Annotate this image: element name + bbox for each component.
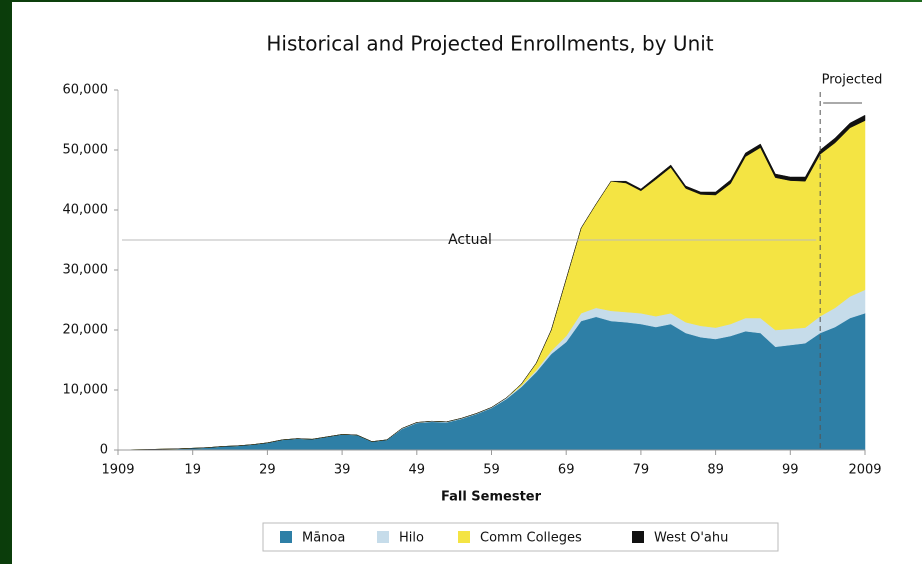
legend-swatch bbox=[632, 531, 644, 543]
legend-swatch bbox=[458, 531, 470, 543]
y-tick-label: 30,000 bbox=[63, 263, 109, 278]
x-tick-label: 1909 bbox=[101, 463, 134, 478]
x-tick-label: 59 bbox=[483, 463, 500, 478]
legend-label: Mānoa bbox=[302, 531, 345, 546]
legend-box bbox=[262, 522, 779, 552]
legend-swatch bbox=[280, 531, 292, 543]
x-tick-label: 89 bbox=[707, 463, 724, 478]
x-axis-label: Fall Semester bbox=[441, 490, 542, 505]
legend-label: Comm Colleges bbox=[480, 531, 582, 546]
area bbox=[117, 114, 866, 451]
annotation: Actual bbox=[448, 232, 492, 248]
legend-label: West O'ahu bbox=[654, 531, 728, 546]
y-tick-label: 40,000 bbox=[63, 203, 109, 218]
legend-label: Hilo bbox=[399, 531, 424, 546]
y-tick-label: 0 bbox=[100, 443, 108, 458]
chart-title: Historical and Projected Enrollments, by… bbox=[266, 32, 713, 56]
y-tick-label: 20,000 bbox=[63, 323, 109, 338]
x-tick-label: 39 bbox=[334, 463, 351, 478]
x-tick-label: 29 bbox=[259, 463, 276, 478]
legend-swatch bbox=[377, 531, 389, 543]
y-tick-label: 60,000 bbox=[63, 83, 109, 98]
x-tick-label: 19 bbox=[184, 463, 201, 478]
x-tick-label: 99 bbox=[782, 463, 799, 478]
x-tick-label: 2009 bbox=[848, 463, 881, 478]
x-tick-label: 79 bbox=[633, 463, 650, 478]
area bbox=[117, 312, 866, 451]
y-tick-label: 50,000 bbox=[63, 143, 109, 158]
annotation: Projected bbox=[822, 73, 883, 88]
x-tick-label: 69 bbox=[558, 463, 575, 478]
x-tick-label: 49 bbox=[409, 463, 426, 478]
y-tick-label: 10,000 bbox=[63, 383, 109, 398]
